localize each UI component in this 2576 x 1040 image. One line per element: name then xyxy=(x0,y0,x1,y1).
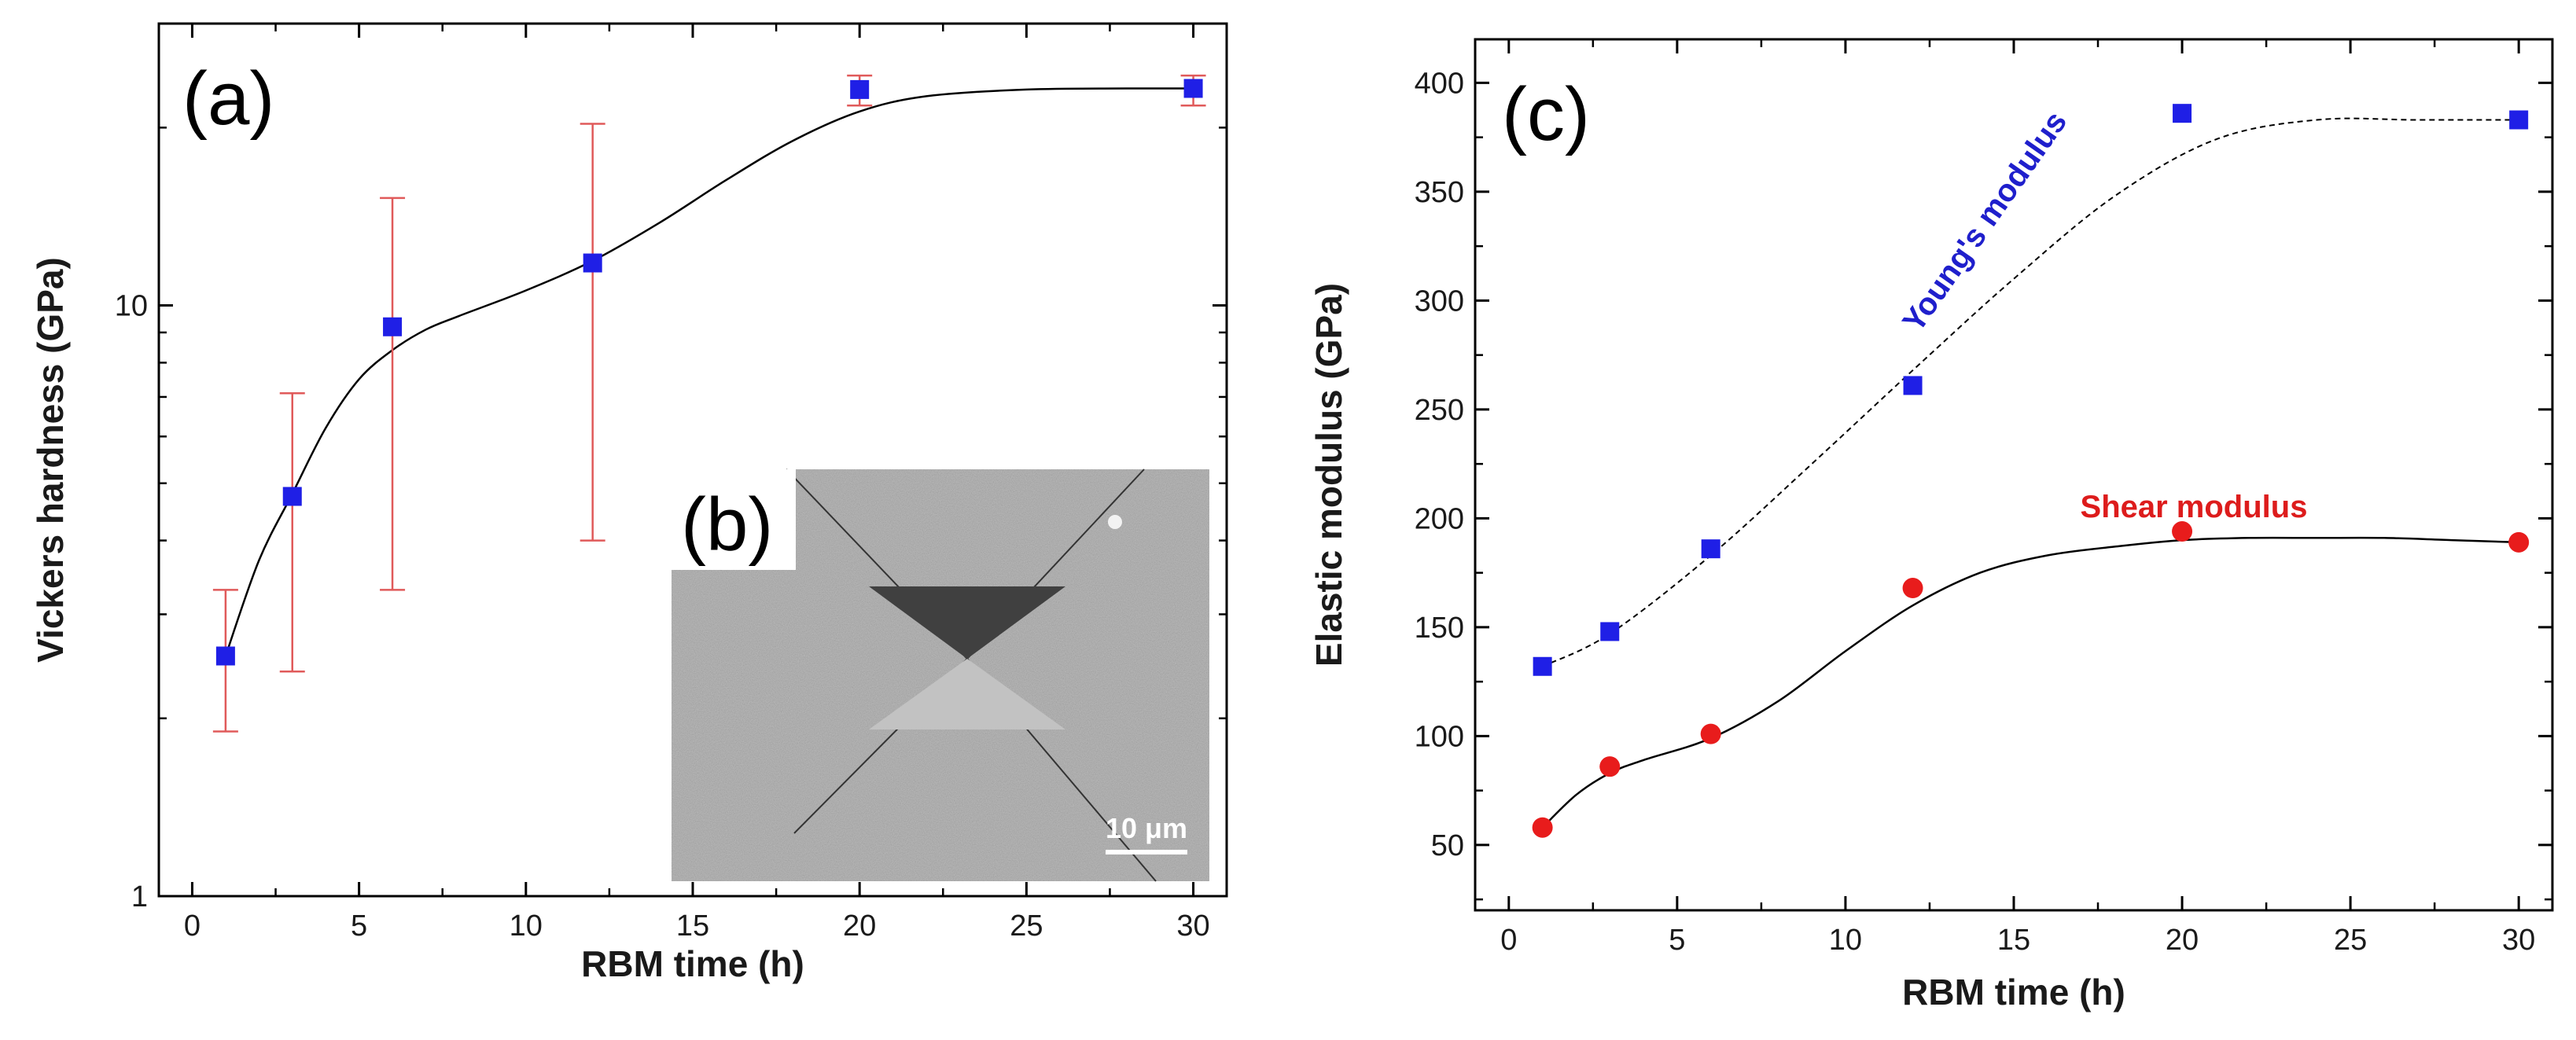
x-tick-label: 25 xyxy=(1010,910,1043,943)
x-tick-label: 5 xyxy=(351,910,367,943)
inset-b-label: (b) xyxy=(681,483,773,567)
hardness-point xyxy=(282,487,302,506)
y-tick-label: 400 xyxy=(1415,67,1464,100)
y-tick-label: 1 xyxy=(131,880,148,913)
inset-b-particle xyxy=(1108,515,1122,529)
panel-a-x-axis-title: RBM time (h) xyxy=(581,943,804,984)
hardness-point xyxy=(583,253,602,273)
young-modulus-label: Young's modulus xyxy=(1896,105,2074,338)
young-modulus-point xyxy=(1701,539,1720,559)
panel-a-label: (a) xyxy=(182,57,274,141)
shear-modulus-point xyxy=(1532,817,1553,838)
panel-c-y-axis-title: Elastic modulus (GPa) xyxy=(1308,283,1349,667)
panel-c-x-axis-title: RBM time (h) xyxy=(1902,972,2125,1012)
panel-a-points xyxy=(215,79,1203,666)
shear-modulus-point xyxy=(1902,578,1923,599)
x-tick-label: 15 xyxy=(1997,924,2030,957)
y-tick-label: 10 xyxy=(115,290,148,323)
inset-b-scale-label: 10 μm xyxy=(1106,812,1187,844)
x-tick-label: 30 xyxy=(2502,924,2535,957)
shear-modulus-point xyxy=(1599,756,1621,777)
shear-modulus-label: Shear modulus xyxy=(2081,490,2308,524)
panel-c-axis-ticks: 0 5 10 15 20 25 30 50 100 150 200 250 300 350 400 xyxy=(1415,39,2552,957)
panel-a: 0 5 10 15 20 25 30 1 10 (b) 10 μm (a) RBM time (… xyxy=(30,22,1228,984)
hardness-point xyxy=(1183,79,1203,98)
hardness-point xyxy=(383,317,403,336)
y-tick-label: 300 xyxy=(1415,285,1464,318)
young-modulus-point xyxy=(2173,104,2192,123)
hardness-point xyxy=(215,646,235,666)
young-modulus-point xyxy=(2509,110,2529,130)
x-tick-label: 5 xyxy=(1669,924,1685,957)
x-tick-label: 10 xyxy=(1829,924,1862,957)
x-tick-label: 0 xyxy=(184,910,201,943)
young-modulus-fit-curve xyxy=(1542,117,2519,667)
shear-modulus-fit-curve xyxy=(1541,536,2519,829)
inset-b-indent-dark xyxy=(869,586,1065,659)
inset-b-label-bg xyxy=(672,469,796,570)
young-modulus-point xyxy=(1600,622,1620,641)
y-tick-label: 150 xyxy=(1415,612,1464,645)
panel-a-error-bars xyxy=(212,74,1206,733)
x-tick-label: 30 xyxy=(1176,910,1209,943)
inset-b-indent-light xyxy=(869,659,1065,729)
hardness-point xyxy=(850,79,870,99)
y-tick-label: 100 xyxy=(1415,720,1464,753)
panel-c-label: (c) xyxy=(1502,72,1590,156)
shear-modulus-point xyxy=(2508,531,2530,553)
x-tick-label: 20 xyxy=(2166,924,2199,957)
x-tick-label: 10 xyxy=(510,910,543,943)
shear-modulus-point xyxy=(2172,521,2193,542)
x-tick-label: 25 xyxy=(2334,924,2367,957)
x-tick-label: 20 xyxy=(843,910,876,943)
young-modulus-point xyxy=(1533,656,1552,676)
panel-c-points xyxy=(1532,104,2530,838)
x-tick-label: 15 xyxy=(676,910,709,943)
y-tick-label: 250 xyxy=(1415,394,1464,427)
y-tick-label: 50 xyxy=(1431,829,1464,862)
young-modulus-point xyxy=(1903,376,1923,395)
panel-a-y-axis-title: Vickers hardness (GPa) xyxy=(30,257,71,663)
inset-b: (b) 10 μm xyxy=(672,469,1209,882)
y-tick-label: 200 xyxy=(1415,502,1464,535)
x-tick-label: 0 xyxy=(1500,924,1517,957)
panel-a-axis-ticks: 0 5 10 15 20 25 30 1 10 xyxy=(115,22,1227,943)
y-tick-label: 350 xyxy=(1415,176,1464,209)
shear-modulus-point xyxy=(1700,723,1721,744)
panel-c-fit-group xyxy=(1541,117,2519,829)
